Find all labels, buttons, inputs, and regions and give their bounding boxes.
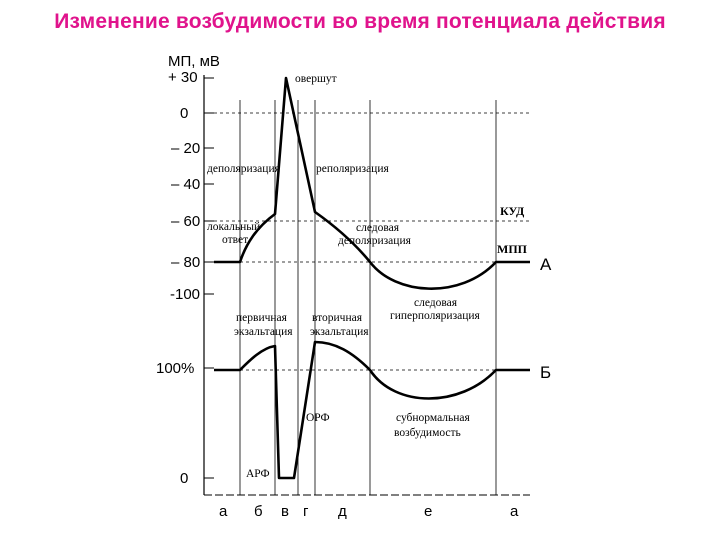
phase-label-e: е [424,503,432,520]
phase-boundary-lines [239,100,497,495]
tick-minus-40: – 40 [171,176,200,193]
secondary-exaltation-label-2: экзальтация [310,326,369,338]
phase-label-d: д [338,503,347,520]
tick-0-percent: 0 [180,470,188,487]
trace-hyperpolarization-label-1: следовая [414,297,458,309]
local-response-label-2: ответ [222,234,248,246]
tick-minus-20: – 20 [171,140,200,157]
tick-plus-30: + 30 [168,69,198,86]
mpp-label: МПП [497,242,528,256]
trace-depolarization-label-1: следовая [356,222,400,234]
tick-100-percent: 100% [156,360,194,377]
secondary-exaltation-label-1: вторичная [312,312,363,324]
curve-a-label: А [540,255,552,274]
excitability-curve [214,340,530,480]
slide-title: Изменение возбудимости во время потенциа… [54,10,666,33]
local-response-label-1: локальный [207,221,260,233]
action-potential-curve [214,76,530,290]
primary-exaltation-label-1: первичная [236,312,288,324]
tick-minus-60: – 60 [171,213,200,230]
primary-exaltation-label-2: экзальтация [234,326,293,338]
tick-minus-100: -100 [170,286,200,303]
subnormal-excitability-label-2: возбудимость [394,427,461,439]
phase-label-v: в [281,503,289,520]
repolarization-label: реполяризация [316,163,389,175]
phase-label-a1: а [219,503,228,520]
dashed-reference-lines [214,112,530,371]
potential-axis-label: МП, мВ [168,53,220,70]
phase-label-b: б [254,503,263,520]
kud-label: КУД [500,204,525,218]
trace-hyperpolarization-label-2: гиперполяризация [390,310,481,322]
tick-0-mv: 0 [180,105,188,122]
trace-depolarization-label-2: деполяризация [338,235,412,247]
orf-label: ОРФ [306,412,330,424]
overshoot-label: овершут [295,73,337,85]
phase-label-a2: а [510,503,519,520]
potential-tick-marks [204,77,214,479]
depolarization-label: деполяризация [207,163,281,175]
phase-label-g: г [303,503,309,520]
tick-minus-80: – 80 [171,254,200,271]
curve-b-label: Б [540,363,551,382]
arf-label: АРФ [246,468,270,480]
subnormal-excitability-label-1: субнормальная [396,412,471,424]
